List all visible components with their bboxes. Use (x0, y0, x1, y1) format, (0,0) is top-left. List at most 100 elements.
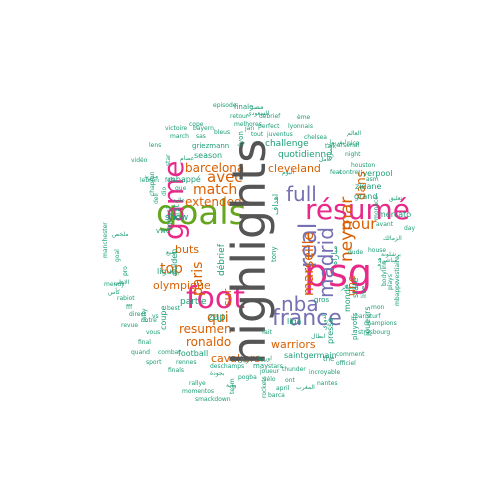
word-ar-8: الدوري (321, 312, 328, 330)
word-que: que (175, 185, 187, 192)
word-tony: direct (129, 311, 147, 318)
word-ar-5: الاهلي (114, 279, 130, 286)
word-cleveland: cleveland (268, 162, 321, 175)
word-ar-21: عالية (173, 197, 186, 204)
word-goals: goals (156, 193, 247, 233)
word-incroyable: officiel (336, 360, 356, 367)
word-buts: buts (175, 243, 199, 256)
word-foot: foot (186, 281, 246, 316)
word-stars: april (276, 385, 290, 392)
word-best: mon (371, 304, 385, 311)
word-ar-22: ودية (226, 382, 237, 389)
word-march: march (170, 133, 189, 140)
word-fait: fait (262, 329, 272, 336)
word-champions: strasbourg (358, 329, 391, 336)
word-ar-9: العالم (347, 130, 362, 137)
word-ar-2: مصر (250, 103, 264, 111)
word-barcelona: barcelona (185, 161, 245, 175)
word-challenge: challenge (265, 139, 309, 149)
word-ar-13: هدف (376, 257, 383, 270)
word-talk: talk (325, 143, 337, 150)
word-resume: résumé (305, 193, 410, 226)
word-barca: nantes (317, 380, 338, 387)
word-finals: rennes (176, 359, 197, 366)
word-resumen: resumen (179, 322, 232, 336)
word-vwe: vwe (156, 227, 171, 235)
word-ar-12: جميع (166, 249, 179, 256)
word-pour: pour (342, 215, 377, 233)
word-pro: pro (122, 266, 129, 276)
word-match: match (193, 182, 238, 198)
word-mbappe-small: mbappe (394, 281, 401, 306)
word-avec: avec (207, 168, 243, 186)
word-ar-19: اليوم (282, 169, 295, 176)
word-ar-4: مباراة (330, 245, 339, 265)
word-officiel: barca (268, 392, 285, 399)
word-ar-3: اهداف (271, 193, 280, 215)
word-sport: combat (158, 349, 181, 356)
word-sas: sas (196, 133, 206, 140)
word-mon: dude (348, 249, 364, 256)
word-episode: episode (213, 102, 237, 109)
word-extended: extended (185, 195, 242, 209)
word-arsenal: arsenal (337, 142, 360, 149)
word-full: full (286, 182, 317, 206)
word-revue: rabiot (117, 295, 135, 302)
word-qui: qui (207, 310, 229, 326)
word-ar-1: finale (234, 103, 254, 111)
word-cavaliers: cavaliers (211, 352, 261, 365)
word-goal: goal (114, 249, 121, 262)
word-manchester: manchester (102, 222, 109, 258)
word-partie: partie (180, 297, 207, 307)
word-paris: paris (190, 261, 206, 296)
word-juventus: juventus (267, 131, 293, 138)
word-ar-20: تعليق (389, 195, 403, 202)
word-ar-28: الجزائر (341, 284, 359, 291)
word-gros: gros (314, 296, 330, 304)
word-star: star (165, 154, 172, 166)
word-ar-18: المغرب (296, 384, 315, 391)
word-jatty: fff (126, 304, 133, 311)
word-football: football (178, 349, 209, 358)
word-zidane: zidane (355, 182, 382, 191)
word-fff: vs (152, 313, 159, 320)
word-france: france (272, 306, 342, 331)
word-ar-29: كامل (319, 156, 332, 163)
word-strasbourg: paristurf (355, 313, 381, 320)
word-zap: zap (208, 312, 226, 323)
word-mbappe-main: mbappé (168, 175, 201, 184)
word-rockets: champions (364, 320, 397, 327)
word-ar-16: مدريد (144, 173, 159, 180)
word-griezmann: griezmann (192, 142, 230, 150)
word-presse: presse (326, 317, 335, 344)
word-rabiot: mendy (104, 281, 125, 288)
word-finale: tony (270, 246, 278, 262)
word-monaco: monaco (373, 196, 380, 220)
word-contre: contre (339, 169, 359, 176)
word-vous: notre (141, 317, 157, 324)
word-lyonnais: lyonnais (288, 123, 313, 130)
word-debrief-small: débrief (259, 113, 281, 120)
word-mercato: mercato (378, 210, 412, 219)
word-final: vous (146, 329, 161, 336)
word-deschamps: smackdown (195, 396, 231, 403)
word-ar-11: مباشر (382, 257, 398, 264)
word-first: first (172, 204, 181, 220)
word-live: live (360, 285, 368, 298)
word-direct: jatty (141, 308, 148, 322)
word-cope: cope (189, 121, 204, 128)
word-ar-27: اوروبا (258, 355, 272, 362)
word-liverpool: liverpool (358, 169, 393, 178)
word-ronaldo: ronaldo (186, 335, 232, 349)
word-grand: grand (354, 192, 378, 201)
word-ligue: ligue (157, 267, 177, 276)
word-debrief-vert: débrief (217, 244, 227, 276)
word-jan: jan (245, 125, 255, 132)
word-dude: house (368, 247, 387, 254)
word-nantes: stars (268, 363, 283, 370)
word-ar-17: السعودي (247, 110, 270, 117)
word-ar-30: عصام (180, 155, 195, 162)
word-eme: ème (297, 114, 311, 121)
word-day: day (404, 225, 416, 232)
word-the: the (323, 355, 335, 363)
